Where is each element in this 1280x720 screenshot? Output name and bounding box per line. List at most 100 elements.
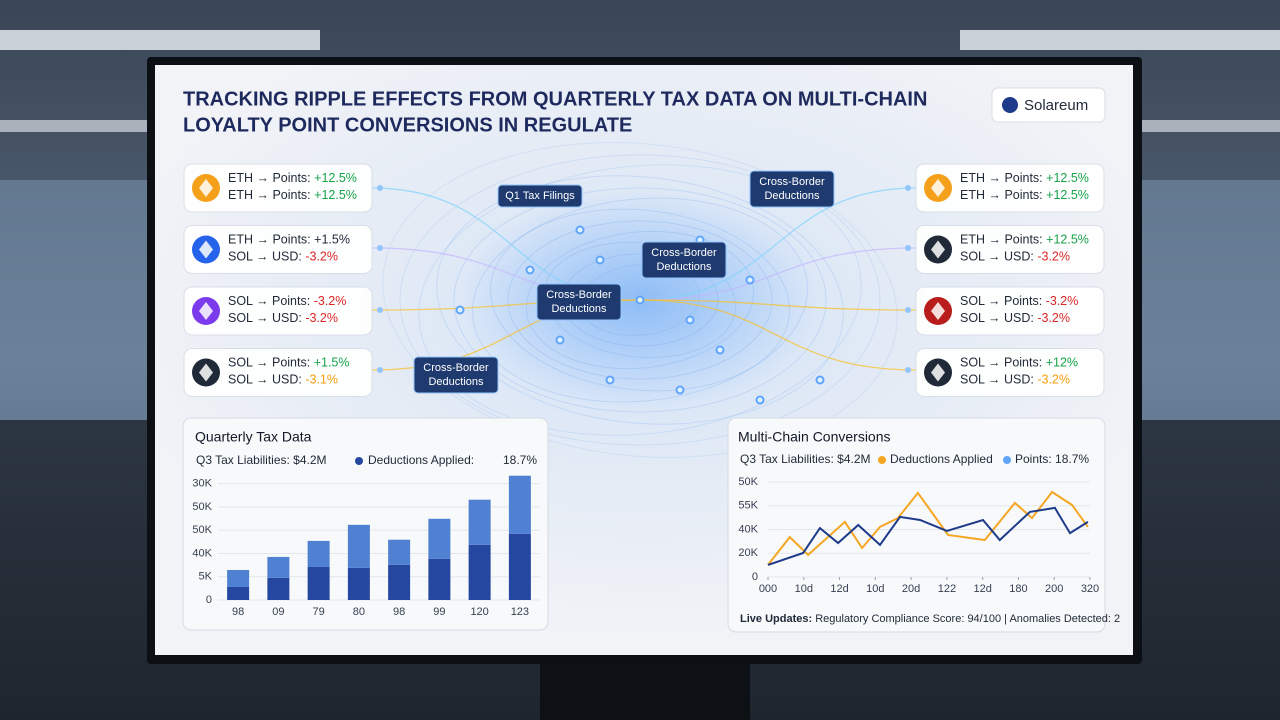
connector — [639, 299, 917, 311]
network-label-box — [497, 184, 583, 208]
ticker-row: SOL → Points: -3.2% — [960, 294, 1078, 308]
network-label: Deductions — [428, 376, 484, 388]
x-tick-label: 79 — [313, 606, 325, 618]
bar-segment — [267, 577, 290, 600]
x-tick-label: 12d — [830, 583, 848, 595]
ticker-label: ETH → Points: — [228, 171, 311, 185]
ticker-label: SOL → USD: — [228, 311, 302, 325]
node — [745, 275, 755, 285]
x-tick-label: 98 — [232, 606, 244, 618]
y-tick-label: 50K — [738, 476, 758, 488]
ticker-change: +12.5% — [1046, 233, 1089, 247]
connector-dot — [377, 245, 383, 251]
ticker-row: SOL → USD: -3.2% — [228, 311, 338, 325]
ticker-row: SOL → USD: -3.2% — [960, 373, 1070, 387]
ticker-change: -3.1% — [305, 373, 338, 387]
logo-icon — [1002, 97, 1018, 113]
ticker-glyph — [199, 302, 213, 320]
bar-segment — [388, 564, 411, 600]
window — [0, 180, 150, 420]
ticker-change: +12.5% — [1046, 188, 1089, 202]
node — [815, 375, 825, 385]
ticker-card — [915, 348, 1105, 397]
ticker-change: +12.5% — [314, 188, 357, 202]
chart-subtitle: Q3 Tax Liabilities: $4.2M — [740, 452, 871, 466]
network-label: Cross-Border — [546, 289, 612, 301]
ticker-row: ETH → Points: +12.5% — [228, 171, 357, 185]
window — [1140, 180, 1280, 420]
network-label: Cross-Border — [651, 247, 717, 259]
bar-segment — [508, 475, 531, 534]
ticker-change: -3.2% — [1037, 373, 1070, 387]
line-series — [767, 490, 1089, 566]
ticker-label: ETH → Points: — [960, 171, 1043, 185]
ticker-label: SOL → USD: — [960, 311, 1034, 325]
network-label-box — [536, 283, 622, 321]
ticker-change: +12.5% — [1046, 171, 1089, 185]
ripple — [418, 164, 862, 436]
ticker-row: SOL → Points: -3.2% — [228, 294, 346, 308]
x-tick-label: 09 — [272, 606, 284, 618]
ticker-card — [915, 286, 1105, 336]
monitor-stand — [540, 655, 750, 720]
bar-segment — [388, 539, 411, 565]
ticker-label: ETH → Points: — [960, 188, 1043, 202]
ticker-glyph — [931, 363, 945, 382]
ripple — [453, 187, 827, 413]
node — [635, 295, 645, 305]
node — [715, 345, 725, 355]
ticker-row: ETH → Points: +12.5% — [960, 188, 1089, 202]
network-label: Cross-Border — [759, 176, 825, 188]
footer-status: Live Updates: Regulatory Compliance Scor… — [740, 613, 1120, 625]
chart-title: Quarterly Tax Data — [195, 429, 312, 445]
y-tick-label: 55K — [738, 500, 758, 512]
ticker-row: SOL → Points: +12% — [960, 356, 1078, 370]
bar-segment — [267, 556, 290, 578]
line-series — [767, 506, 1089, 566]
ticker-row: SOL → USD: -3.2% — [960, 250, 1070, 264]
ticker-row: SOL → USD: -3.1% — [228, 373, 338, 387]
legend-label: Deductions Applied: — [368, 453, 474, 467]
x-tick-label: 122 — [938, 583, 956, 595]
y-tick-label: 5K — [199, 571, 213, 583]
ticker-change: -3.2% — [1046, 294, 1079, 308]
ticker-label: ETH → Points: — [228, 188, 311, 202]
legend-marker — [1003, 456, 1011, 464]
node — [685, 315, 695, 325]
ticker-label: SOL → Points: — [228, 356, 310, 370]
bar-segment — [468, 499, 491, 545]
node — [525, 265, 535, 275]
network-label: Deductions — [656, 261, 712, 273]
legend-value: 18.7% — [503, 453, 537, 467]
bar-segment — [468, 544, 491, 600]
node — [755, 395, 765, 405]
ticker-card — [183, 163, 373, 213]
chart-subtitle: Q3 Tax Liabilities: $4.2M — [196, 453, 327, 467]
chart-title: Multi-Chain Conversions — [738, 429, 891, 445]
node — [595, 255, 605, 265]
ticker-label: SOL → Points: — [960, 356, 1042, 370]
node — [575, 225, 585, 235]
ticker-change: +1.5% — [314, 356, 350, 370]
node — [455, 305, 465, 315]
connector-dot — [905, 367, 911, 373]
bar-segment — [227, 586, 250, 600]
bar-segment — [227, 569, 250, 587]
network-label: Q1 Tax Filings — [505, 190, 575, 202]
ceiling-light — [0, 30, 320, 50]
y-tick-label: 30K — [192, 478, 212, 490]
ticker-change: -3.2% — [305, 250, 338, 264]
bar-segment — [307, 540, 330, 567]
network-label-box — [413, 356, 499, 394]
ticker-change: -3.2% — [1037, 250, 1070, 264]
ticker-row: SOL → USD: -3.2% — [960, 311, 1070, 325]
connector-dot — [905, 245, 911, 251]
ticker-row: ETH → Points: +12.5% — [960, 233, 1089, 247]
x-tick-label: 10d — [866, 583, 884, 595]
ticker-card — [915, 225, 1105, 274]
title: TRACKING RIPPLE EFFECTS FROM QUARTERLY T… — [183, 88, 927, 110]
network-label: Deductions — [764, 190, 820, 202]
x-tick-label: 80 — [353, 606, 365, 618]
connector-dot — [905, 307, 911, 313]
